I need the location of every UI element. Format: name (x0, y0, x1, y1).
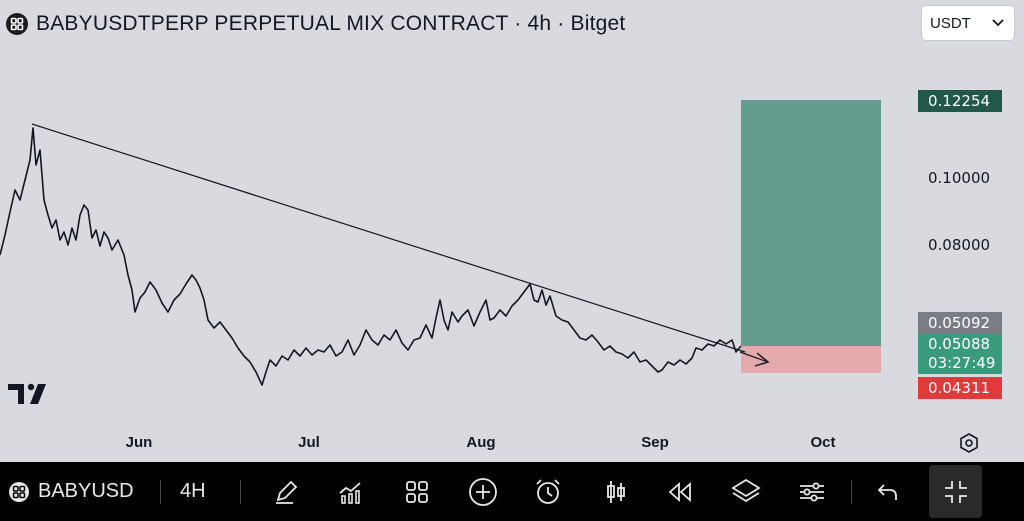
last-price-label: 0.05088 03:27:49 (918, 334, 1002, 374)
collapse-icon (944, 480, 967, 503)
layers-icon (731, 478, 761, 502)
target-price-label: 0.12254 (918, 90, 1002, 112)
time-axis-label: Jun (125, 434, 153, 451)
price-tick: 0.08000 (928, 236, 991, 254)
add-button[interactable] (464, 462, 502, 521)
trend-line[interactable] (31, 123, 746, 353)
profit-zone[interactable] (741, 100, 881, 346)
toolbar-divider (240, 480, 241, 504)
currency-select[interactable]: USDT (922, 6, 1014, 40)
alarm-icon (536, 478, 560, 504)
projection-arrow-head (754, 352, 770, 367)
layout-button[interactable] (399, 462, 435, 521)
time-axis-label: Jul (298, 434, 320, 451)
replay-button[interactable] (662, 462, 698, 521)
interval-selector[interactable]: 4H (180, 462, 206, 521)
currency-select-value: USDT (930, 14, 971, 32)
entry-price-label: 0.05092 (918, 312, 1002, 334)
time-axis-label: Sep (641, 434, 669, 451)
symbol-label: BABYUSD (38, 480, 134, 502)
chart-type-button[interactable] (598, 462, 634, 521)
stop-price-label: 0.04311 (918, 377, 1002, 399)
alert-button[interactable] (530, 462, 566, 521)
undo-button[interactable] (872, 462, 904, 521)
chart-area[interactable]: BABYUSDTPERP PERPETUAL MIX CONTRACT · 4h… (0, 0, 1024, 462)
drawing-tools-button[interactable] (268, 462, 304, 521)
add-icon (469, 477, 497, 506)
toolbar-divider (160, 480, 161, 504)
pencil-icon (276, 480, 298, 504)
interval-label: 4H (180, 480, 206, 502)
chevron-down-icon (992, 19, 1004, 27)
bitget-logo-icon (9, 481, 29, 502)
objects-tree-button[interactable] (727, 462, 765, 521)
symbol-selector[interactable]: BABYUSD (8, 462, 134, 521)
price-line (0, 127, 742, 386)
time-axis-label: Oct (810, 434, 836, 451)
undo-icon (877, 483, 897, 500)
replay-icon (668, 481, 691, 502)
layout-grid-icon (406, 480, 428, 503)
axis-settings-icon[interactable] (958, 432, 980, 454)
fullscreen-toggle-button[interactable] (929, 462, 982, 521)
indicators-icon (339, 481, 361, 504)
price-chart[interactable] (0, 0, 1024, 462)
price-tick: 0.10000 (928, 169, 991, 187)
candle-countdown: 03:27:49 (928, 354, 996, 372)
time-axis-label: Aug (466, 434, 496, 451)
fullscreen-toggle-background (929, 465, 982, 518)
chart-title-row[interactable]: BABYUSDTPERP PERPETUAL MIX CONTRACT · 4h… (6, 10, 625, 38)
chart-title: BABYUSDTPERP PERPETUAL MIX CONTRACT · 4h… (36, 12, 626, 35)
chart-settings-button[interactable] (794, 462, 830, 521)
toolbar-divider (851, 480, 852, 504)
last-price-value: 0.05088 (928, 335, 991, 353)
bottom-toolbar: BABYUSD 4H (0, 462, 1024, 521)
candles-icon (607, 480, 625, 503)
tradingview-logo-icon[interactable] (8, 382, 52, 406)
settings-sliders-icon (800, 482, 824, 501)
projection-line[interactable] (739, 351, 769, 363)
indicators-button[interactable] (333, 462, 369, 521)
bitget-logo-icon (6, 13, 28, 35)
